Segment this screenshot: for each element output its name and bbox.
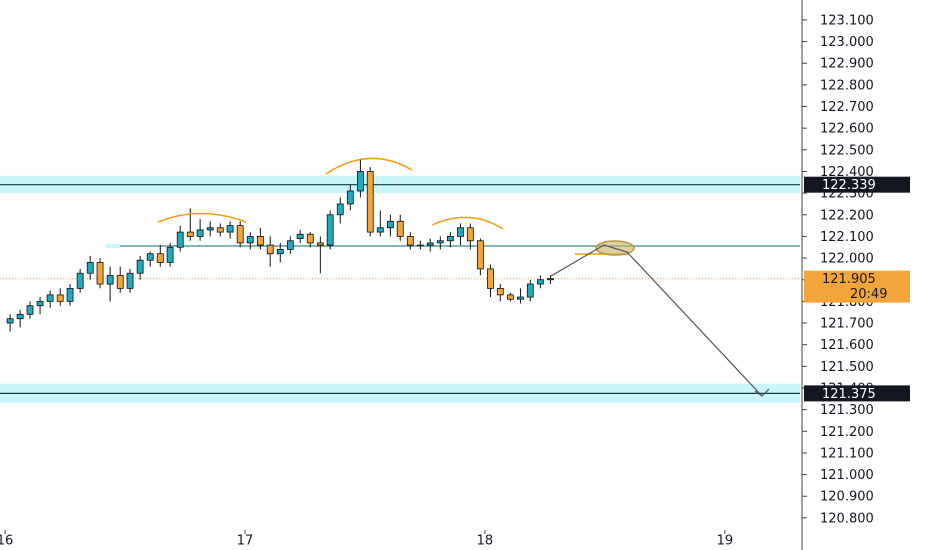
candle-body	[326, 214, 334, 246]
candle-body	[396, 220, 404, 237]
candle-body	[547, 278, 554, 281]
projection-arrow	[754, 388, 770, 397]
projection-path	[550, 244, 763, 397]
y-tick-label: 122.100	[820, 230, 874, 245]
last-price-box	[804, 270, 910, 303]
candle-body	[457, 227, 464, 237]
candle-body	[126, 272, 134, 289]
candle-body	[136, 259, 144, 274]
candle-body	[236, 225, 244, 244]
candle-body	[476, 240, 484, 270]
candle-body	[266, 244, 274, 255]
level-label-box	[804, 176, 910, 193]
candle-body	[506, 294, 514, 300]
candle-body	[156, 253, 164, 263]
level-label: 121.375	[822, 387, 876, 402]
candle-body	[436, 240, 444, 244]
y-tick-label: 123.100	[820, 13, 874, 28]
x-tick-label: 17	[237, 534, 254, 549]
candle-body	[36, 300, 44, 307]
candle-body	[286, 240, 294, 250]
candle-body	[26, 305, 34, 315]
candle-body	[487, 268, 494, 289]
x-tick-label: 16	[0, 534, 13, 549]
head-arc	[325, 157, 413, 175]
y-tick-label: 122.700	[820, 100, 874, 115]
candle-body	[206, 227, 214, 231]
y-tick-label: 121.200	[820, 425, 874, 440]
candle-body	[16, 313, 24, 320]
y-tick-label: 121.600	[820, 338, 874, 353]
candle-body	[116, 274, 124, 289]
y-tick-label: 121.300	[820, 403, 874, 418]
y-tick-label: 122.400	[820, 165, 874, 180]
candle-body	[376, 227, 384, 233]
candle-body	[246, 236, 254, 244]
candle-body	[176, 231, 184, 248]
candle-body	[96, 262, 104, 285]
candle-body	[256, 236, 264, 246]
candle-body	[536, 279, 544, 285]
candle-body	[76, 272, 84, 289]
candle-body	[146, 253, 154, 261]
candle-body	[106, 274, 114, 285]
candle-body	[466, 227, 474, 242]
candle-body	[86, 262, 94, 274]
candles	[6, 158, 554, 332]
candle-body	[166, 246, 174, 263]
candle-body	[226, 225, 234, 233]
y-tick-label: 122.000	[820, 252, 874, 267]
candle-body	[416, 244, 424, 247]
candle-body	[66, 287, 74, 302]
candle-body	[366, 171, 374, 233]
candle-body	[316, 242, 324, 246]
level-label-box	[804, 385, 910, 402]
candle-body	[216, 227, 224, 233]
left-shoulder-arc	[157, 212, 247, 223]
candle-body	[56, 294, 64, 302]
level-label: 122.339	[822, 178, 876, 193]
y-tick-label: 120.800	[820, 511, 874, 526]
candle-body	[496, 287, 504, 296]
candle-body	[357, 171, 364, 192]
right-shoulder-arc	[431, 216, 504, 230]
y-tick-label: 122.200	[820, 208, 874, 223]
y-tick-label: 122.900	[820, 57, 874, 72]
candle-body	[6, 318, 14, 324]
y-tick-label: 122.600	[820, 122, 874, 137]
candle-body	[517, 296, 524, 300]
neckline-start	[106, 243, 120, 248]
candle-body	[387, 220, 394, 229]
y-tick-label: 121.700	[820, 317, 874, 332]
candle-body	[46, 294, 54, 302]
candle-body	[186, 231, 194, 237]
candle-body	[196, 229, 204, 237]
candle-body	[346, 190, 354, 205]
y-tick-label: 123.000	[820, 35, 874, 50]
y-tick-label: 121.500	[820, 360, 874, 375]
zones	[0, 175, 800, 404]
y-tick-label: 121.100	[820, 446, 874, 461]
y-tick-label: 122.800	[820, 78, 874, 93]
y-tick-label: 122.500	[820, 143, 874, 158]
candle-body	[446, 236, 454, 242]
candle-body	[406, 236, 414, 246]
x-tick-label: 19	[717, 534, 734, 549]
candle-body	[306, 233, 314, 244]
y-tick-label: 121.000	[820, 468, 874, 483]
x-tick-label: 18	[477, 534, 494, 549]
candle-body	[296, 233, 304, 239]
candle-body	[526, 283, 534, 298]
drawings	[157, 157, 770, 397]
countdown-label: 20:49	[850, 287, 887, 302]
y-tick-label: 120.900	[820, 490, 874, 505]
last-price-label: 121.905	[822, 272, 876, 287]
candle-body	[426, 242, 434, 246]
candle-body	[336, 203, 344, 216]
candle-body	[276, 249, 284, 255]
